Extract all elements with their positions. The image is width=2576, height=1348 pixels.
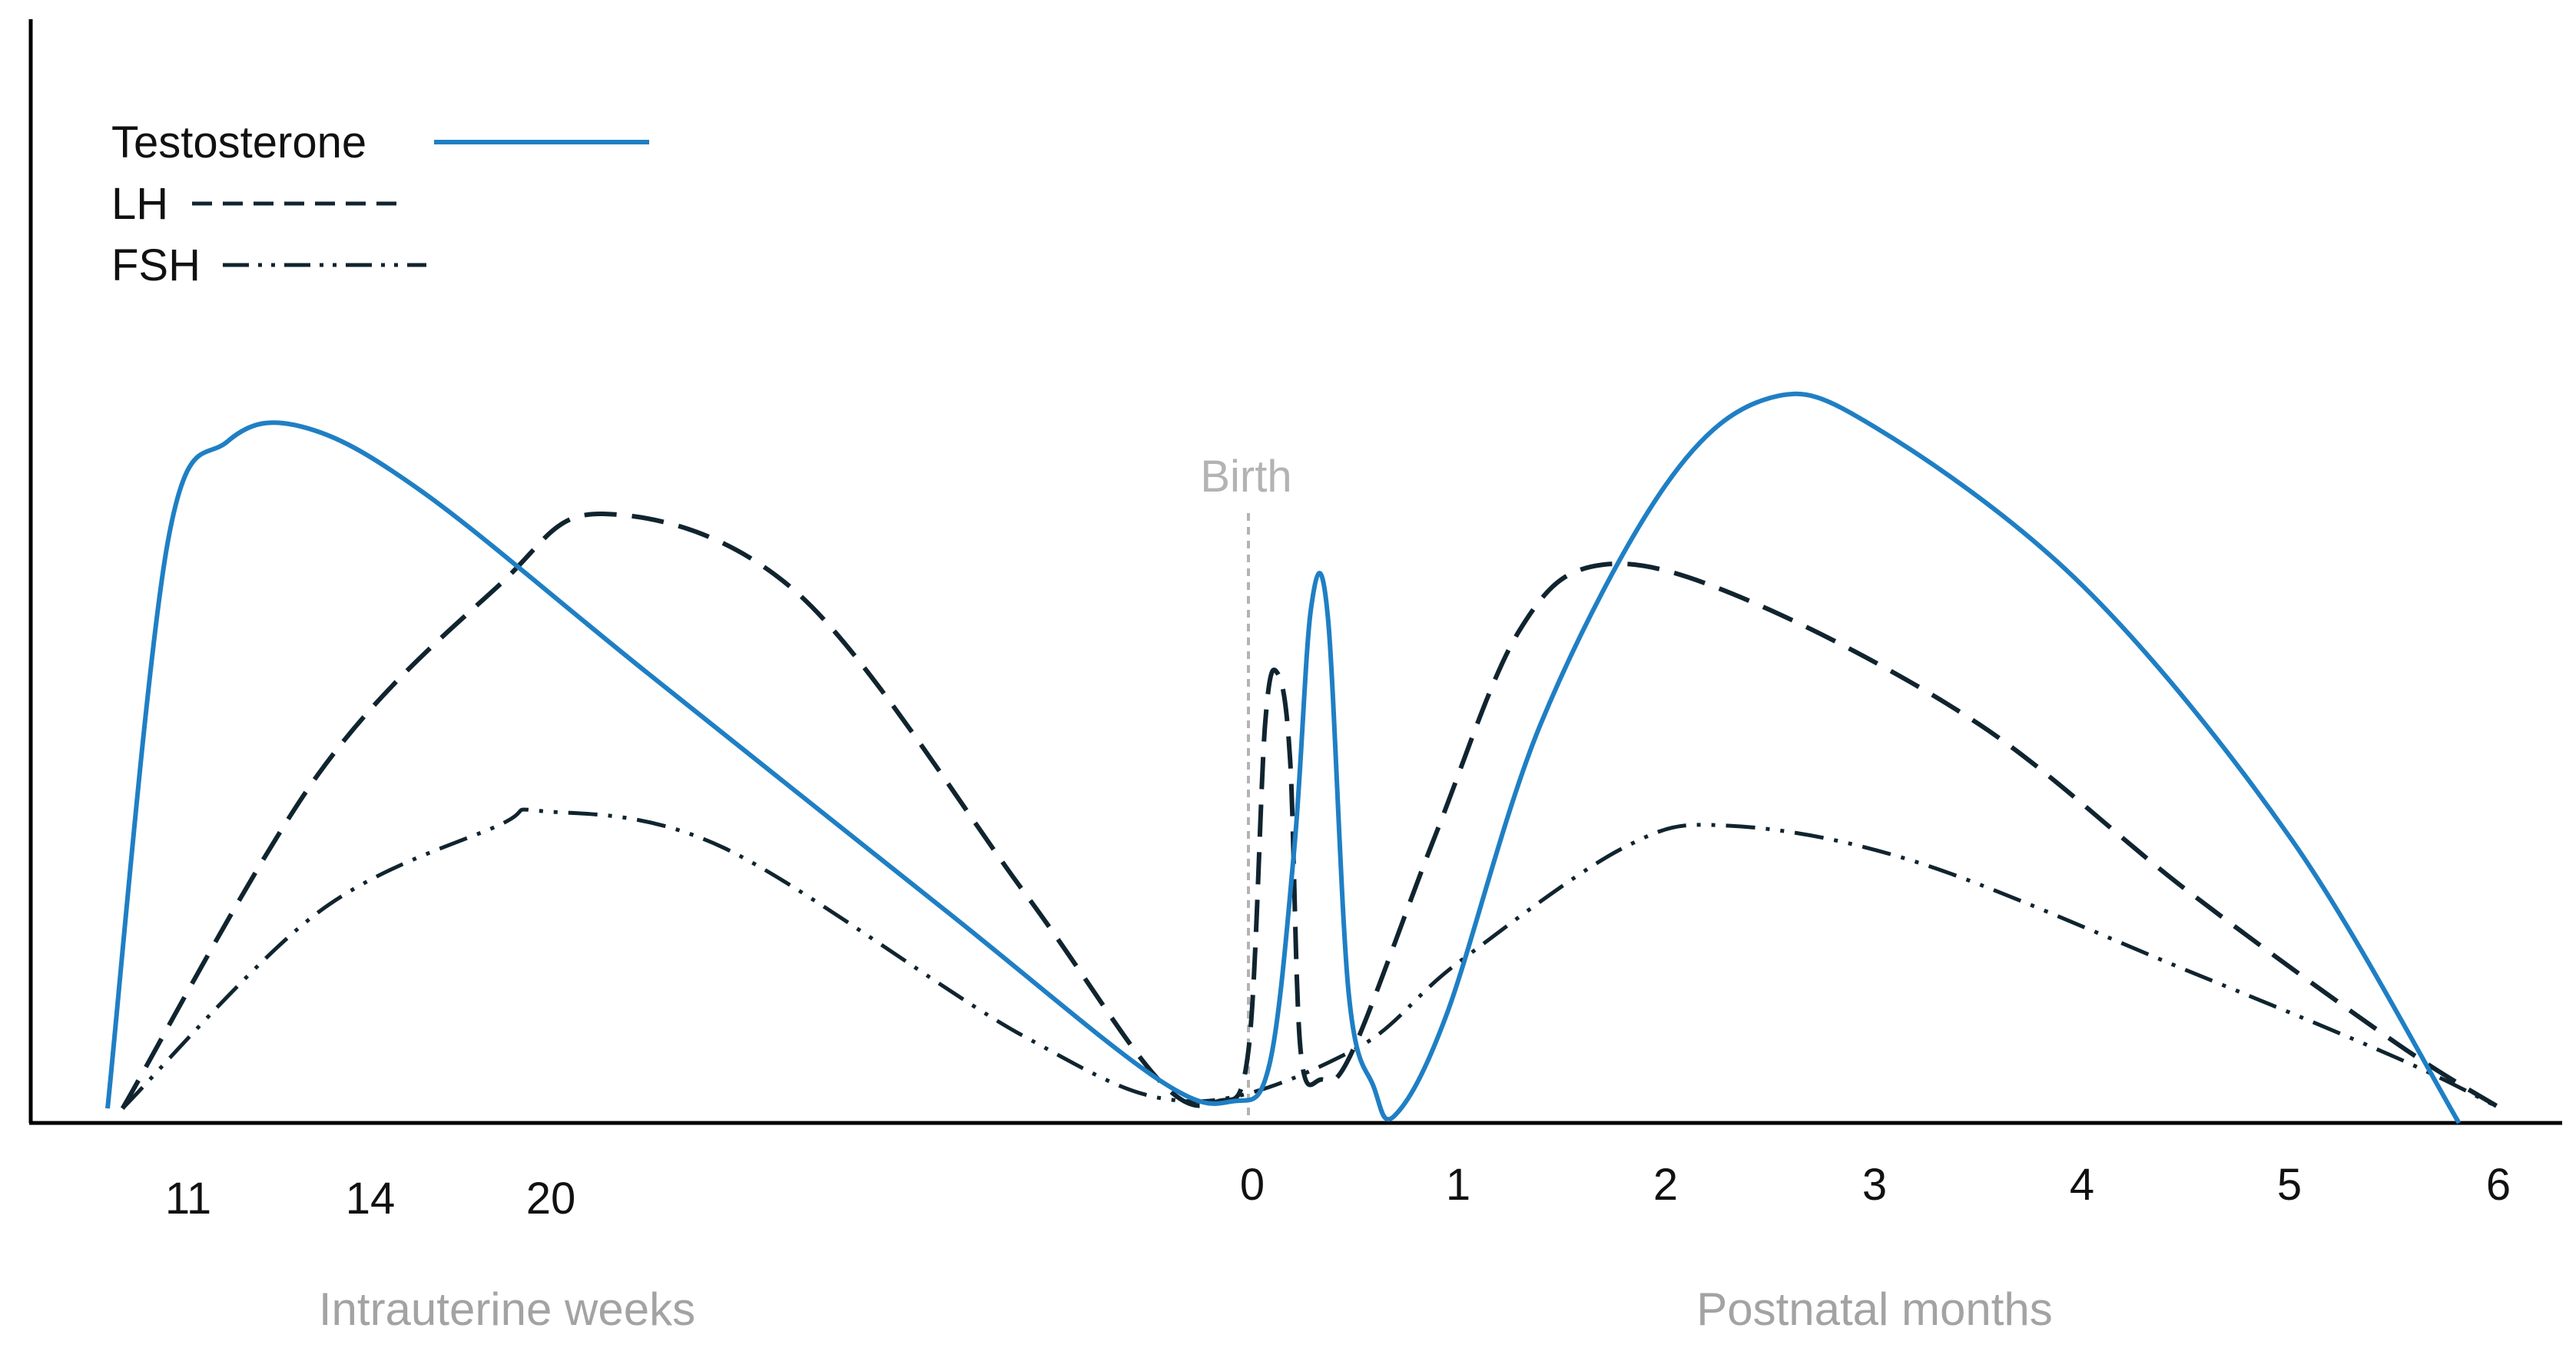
x-tick-label: 2 (1653, 1160, 1678, 1210)
legend-label-lh: LH (111, 179, 168, 229)
legend: Testosterone LH FSH (111, 118, 649, 290)
x-tick-label: 20 (526, 1174, 576, 1224)
x-axis-label-intrauterine: Intrauterine weeks (319, 1283, 695, 1335)
x-tick-label: 3 (1862, 1160, 1887, 1210)
x-tick-label: 1 (1446, 1160, 1470, 1210)
legend-label-fsh: FSH (111, 240, 201, 290)
x-tick-label: 4 (2070, 1160, 2094, 1210)
x-tick-label: 14 (346, 1174, 396, 1224)
testosterone-series-line (105, 391, 2462, 1124)
legend-label-testosterone: Testosterone (111, 118, 366, 167)
lh-series-line (120, 511, 2502, 1111)
x-tick-label: 11 (165, 1174, 211, 1224)
birth-label: Birth (1200, 452, 1291, 502)
x-tick-label: 6 (2486, 1160, 2511, 1210)
x-axis-label-postnatal: Postnatal months (1696, 1283, 2053, 1335)
x-tick-label: 5 (2277, 1160, 2302, 1210)
x-tick-labels: 11 14 20 0 1 2 3 4 5 6 (165, 1160, 2511, 1224)
fsh-series-line (121, 807, 2502, 1111)
x-tick-label: 0 (1240, 1160, 1265, 1210)
